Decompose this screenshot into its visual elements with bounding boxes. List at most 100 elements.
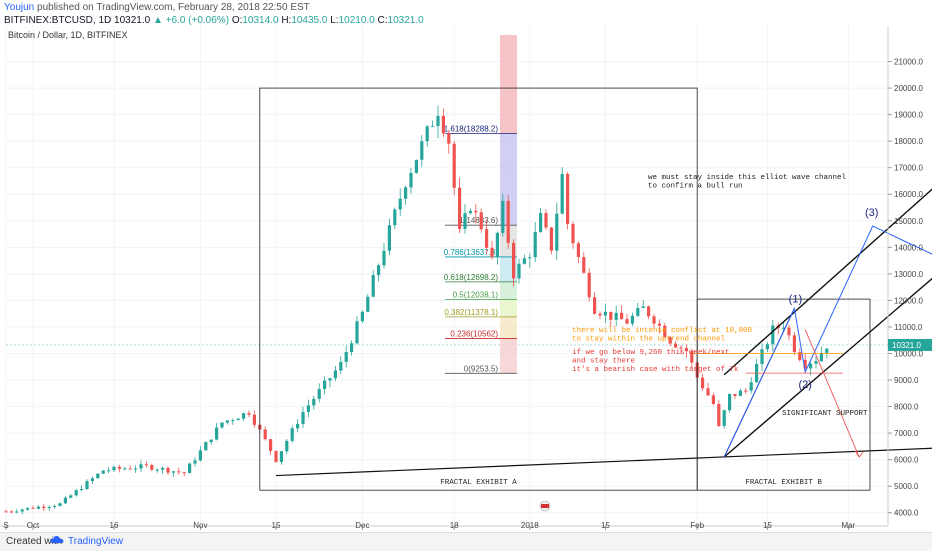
candle-body — [387, 225, 391, 251]
candle-body — [501, 200, 505, 233]
candle-body — [684, 348, 688, 352]
candle-body — [582, 257, 586, 273]
candle-body — [657, 323, 661, 326]
candle-body — [36, 506, 40, 509]
wave-label: (3) — [865, 207, 878, 219]
support-note: SIGNIFICANT SUPPORT — [782, 410, 868, 418]
candle-body — [571, 223, 575, 244]
candle-body — [209, 439, 213, 443]
candle-body — [328, 378, 332, 381]
x-tick-label: 15 — [763, 521, 772, 530]
x-tick-label: 15 — [272, 521, 281, 530]
candle-body — [15, 511, 19, 513]
fib-level-label: 0.5(12038.1) — [453, 290, 499, 299]
published-text: published on TradingView.com, February 2… — [37, 2, 310, 13]
candle-body — [9, 511, 13, 513]
candle-body — [690, 351, 694, 363]
candle-body — [771, 325, 775, 345]
y-tick-label: 20000.0 — [894, 84, 923, 93]
candle-body — [447, 133, 451, 144]
candle-body — [107, 470, 111, 472]
annotations: we must stay inside this elliot wave cha… — [539, 174, 868, 512]
candle-body — [355, 321, 359, 344]
candle-body — [242, 413, 246, 419]
candle-body — [744, 390, 748, 392]
candle-body — [63, 497, 67, 504]
candle-body — [263, 429, 267, 440]
candle-body — [425, 126, 429, 142]
candle-body — [792, 335, 796, 353]
fib-zone — [500, 299, 517, 317]
candle-body — [787, 327, 791, 336]
author-name[interactable]: Youjun — [4, 2, 35, 13]
candle-body — [431, 126, 435, 128]
candle-body — [414, 159, 418, 173]
candle-body — [798, 352, 802, 360]
candle-body — [809, 363, 813, 369]
channel-note-line: to confirm a bull run — [648, 183, 743, 191]
candle-body — [139, 464, 143, 469]
channel-note-line: we must stay inside this elliot wave cha… — [648, 174, 847, 182]
candle-body — [566, 173, 570, 224]
candle-body — [404, 187, 408, 199]
candle-body — [301, 411, 305, 425]
candle-body — [717, 403, 721, 426]
bearish-note-line: if we go below 9,260 this week/next — [572, 349, 730, 357]
fib-zone — [500, 281, 517, 300]
candle-body — [123, 468, 127, 470]
open-value: 10314.0 — [242, 15, 279, 26]
candle-body — [652, 316, 656, 324]
candle-body — [198, 450, 202, 461]
symbol-header: BITFINEX:BTCUSD, 1D 10321.0 ▲ +6.0 (+0.0… — [4, 15, 424, 26]
candle-body — [609, 311, 613, 320]
event-flag-mark — [541, 504, 549, 508]
fib-level-label: 0.786(13637.3) — [444, 248, 499, 257]
candle-body — [468, 210, 472, 214]
open-label: O: — [231, 15, 243, 26]
candle-body — [711, 395, 715, 404]
candle-body — [668, 337, 672, 344]
price-axis: 4000.0 5000.0 6000.0 7000.0 8000.0 9000.0 1000… — [887, 26, 932, 526]
candle-body — [366, 296, 370, 312]
candle-body — [814, 361, 818, 364]
candle-body — [733, 393, 737, 396]
price-chart[interactable]: 1.618(18288.2) 1(14833.6) 0.786(13637.3) 0.… — [0, 26, 932, 532]
wave-label: (1) — [789, 293, 802, 305]
x-tick-label: Dec — [355, 521, 369, 530]
candle-body — [225, 420, 229, 423]
candle-body — [274, 450, 278, 462]
candle-body — [161, 467, 165, 470]
fractal-box-label: FRACTAL EXHIBIT B — [745, 479, 822, 487]
candle-body — [53, 505, 57, 507]
candle-body — [533, 231, 537, 258]
wave-label: (2) — [798, 379, 811, 391]
candle-body — [47, 506, 51, 508]
candle-body — [528, 257, 532, 259]
candle-body — [58, 503, 62, 506]
candle-body — [522, 258, 526, 264]
fib-zone — [500, 316, 517, 339]
candle-body — [80, 489, 84, 491]
bearish-arrow-head — [854, 450, 864, 458]
low-value: 10210.0 — [338, 15, 375, 26]
candle-body — [593, 297, 597, 314]
candle-body — [188, 463, 192, 474]
candle-body — [333, 370, 337, 379]
candle-body — [171, 471, 175, 473]
x-tick-label: 15 — [601, 521, 610, 530]
high-value: 10435.0 — [291, 15, 328, 26]
candle-body — [193, 460, 197, 464]
fib-level-label: 0.236(10562) — [450, 330, 498, 339]
candle-body — [306, 405, 310, 412]
candle-body — [587, 272, 591, 298]
candle-body — [20, 509, 24, 512]
bearish-note: if we go below 9,260 this week/next and s… — [572, 349, 739, 374]
candle-body — [323, 380, 327, 390]
candle-body — [630, 315, 634, 324]
candlesticks — [4, 105, 829, 514]
fractal-box — [696, 298, 871, 491]
tradingview-brand[interactable]: TradingView — [68, 536, 124, 547]
fib-level-label: 0.382(11378.1) — [444, 308, 498, 317]
x-tick-label: S — [3, 521, 8, 530]
candle-body — [317, 389, 321, 399]
